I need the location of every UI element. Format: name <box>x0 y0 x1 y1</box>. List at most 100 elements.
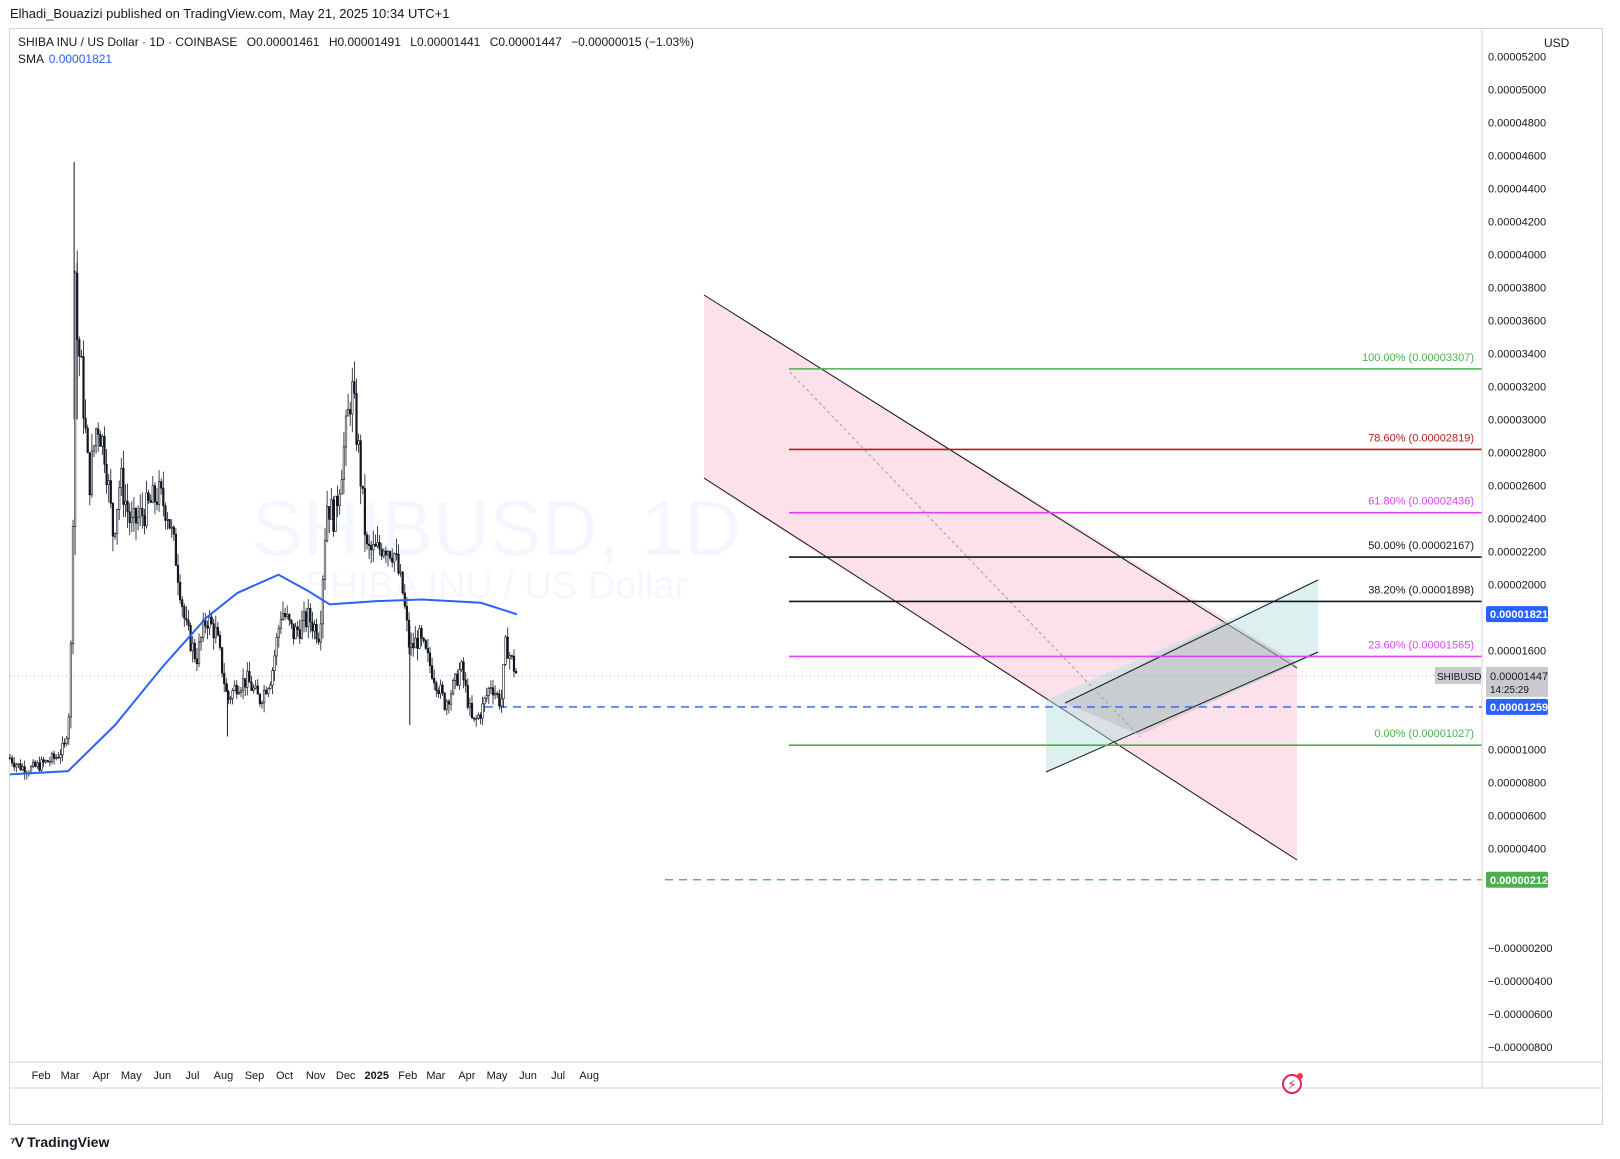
candle-body <box>244 678 247 688</box>
currency-label[interactable]: USD <box>1544 36 1570 50</box>
tradingview-logo-icon: ⁷V <box>10 1134 24 1150</box>
candle-body <box>141 508 144 516</box>
candle-body <box>353 381 356 394</box>
candle-body <box>311 621 314 632</box>
candle-body <box>170 526 173 529</box>
time-tick-label: May <box>487 1070 508 1082</box>
wedge-upper-line[interactable] <box>1064 579 1319 704</box>
candle-body <box>435 682 438 691</box>
candle-body <box>193 642 196 660</box>
sma-value: 0.00001821 <box>48 52 113 66</box>
candle-body <box>479 714 482 719</box>
fib-level-label: 50.00% (0.00002167) <box>1368 540 1474 552</box>
price-tick-label: 0.00002000 <box>1488 580 1546 592</box>
candle-body <box>256 685 259 695</box>
candle-body <box>132 508 136 518</box>
candle-body <box>124 500 127 505</box>
candle-body <box>290 619 293 625</box>
candle-body <box>386 551 390 556</box>
candle-body <box>153 485 157 503</box>
candle-body <box>500 698 503 707</box>
candle-body <box>105 463 108 485</box>
candle-body <box>235 684 238 695</box>
candle-body <box>21 766 24 771</box>
candle-body <box>475 717 478 720</box>
publish-line: Elhadi_Bouazizi published on TradingView… <box>10 6 450 21</box>
candle-body <box>23 766 26 774</box>
candle-body <box>269 684 272 689</box>
fib-level-label: 0.00% (0.00001027) <box>1374 728 1474 740</box>
candle-body <box>458 669 461 686</box>
sma-row[interactable]: SMA 0.00001821 <box>18 51 694 68</box>
sma-price-badge: 0.00001821 <box>1490 609 1548 621</box>
wedge-lower-line[interactable] <box>1045 651 1319 773</box>
candle-body <box>11 757 14 764</box>
channel-upper-line[interactable] <box>703 294 1298 669</box>
candle-body <box>197 641 201 665</box>
candle-body <box>82 356 85 419</box>
candle-body <box>370 545 373 551</box>
candle-body <box>61 742 64 756</box>
symbol-label[interactable]: SHIBA INU / US Dollar · 1D · COINBASE <box>18 35 238 49</box>
candle-body <box>172 526 175 535</box>
channel-lower-line[interactable] <box>703 477 1298 861</box>
candle-body <box>42 759 45 763</box>
candle-body <box>487 688 490 696</box>
candle-body <box>512 655 516 672</box>
time-tick-label: May <box>121 1070 142 1082</box>
candle-body <box>401 571 404 594</box>
candle-body <box>29 766 33 774</box>
fib-trend-line <box>789 371 1141 738</box>
candle-body <box>346 409 350 417</box>
candle-body <box>376 542 379 547</box>
low-value: 0.00001441 <box>416 35 481 49</box>
candle-body <box>294 626 297 640</box>
candle-body <box>90 450 93 496</box>
candle-body <box>233 684 236 691</box>
candle-body <box>283 613 287 618</box>
candle-body <box>59 754 62 758</box>
time-tick-label: Jun <box>519 1070 537 1082</box>
time-tick-label: Oct <box>276 1070 293 1082</box>
candle-body <box>223 672 226 684</box>
candle-body <box>101 436 104 447</box>
time-tick-label: Dec <box>336 1070 356 1082</box>
candle-body <box>214 627 217 639</box>
candle-body <box>315 624 318 640</box>
candle-body <box>334 495 337 532</box>
candle-body <box>351 381 354 415</box>
price-tick-label: 0.00000600 <box>1488 811 1546 823</box>
candle-body <box>84 417 87 429</box>
fib-level-label: 61.80% (0.00002436) <box>1368 496 1474 508</box>
price-tick-label: 0.00003600 <box>1488 316 1546 328</box>
candle-body <box>95 428 98 447</box>
candle-body <box>349 409 352 415</box>
sma-line[interactable] <box>9 573 518 776</box>
candle-body <box>325 506 329 542</box>
time-tick-label: Jun <box>153 1070 171 1082</box>
candle-body <box>65 738 68 744</box>
candle-body <box>273 655 276 671</box>
candle-body <box>391 557 394 563</box>
fib-level-label: 100.00% (0.00003307) <box>1362 352 1474 364</box>
candle-body <box>267 688 270 695</box>
price-tick-label: 0.00001600 <box>1488 646 1546 658</box>
last-price-badge: 0.00001447 <box>1490 671 1548 683</box>
price-tick-label: −0.00000800 <box>1488 1042 1553 1054</box>
candle-body <box>151 485 154 503</box>
last-price-badge-bg <box>1486 666 1548 697</box>
time-tick-label: Aug <box>214 1070 234 1082</box>
candle-body <box>382 550 385 557</box>
candle-body <box>143 515 146 527</box>
candle-body <box>359 440 362 487</box>
candle-body <box>48 761 51 763</box>
candle-body <box>107 480 110 485</box>
fib-level-label: 23.60% (0.00001565) <box>1368 639 1474 651</box>
candle-body <box>212 623 215 639</box>
lightning-icon[interactable]: ⚡ <box>1282 1073 1303 1094</box>
candle-body <box>86 427 89 453</box>
candle-body <box>221 647 224 674</box>
candle-body <box>174 533 178 566</box>
price-tick-label: 0.00000400 <box>1488 844 1546 856</box>
